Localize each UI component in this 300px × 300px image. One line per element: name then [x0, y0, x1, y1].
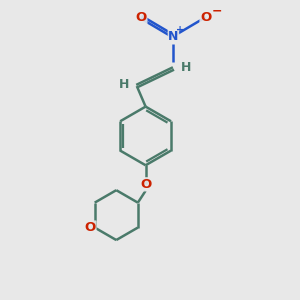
Text: +: + [176, 26, 184, 35]
Text: H: H [181, 61, 191, 74]
Text: O: O [200, 11, 211, 24]
Text: O: O [140, 178, 151, 191]
Text: −: − [212, 4, 222, 17]
Text: H: H [119, 78, 130, 91]
Text: O: O [85, 221, 96, 234]
Text: O: O [136, 11, 147, 24]
Text: N: N [168, 30, 178, 43]
